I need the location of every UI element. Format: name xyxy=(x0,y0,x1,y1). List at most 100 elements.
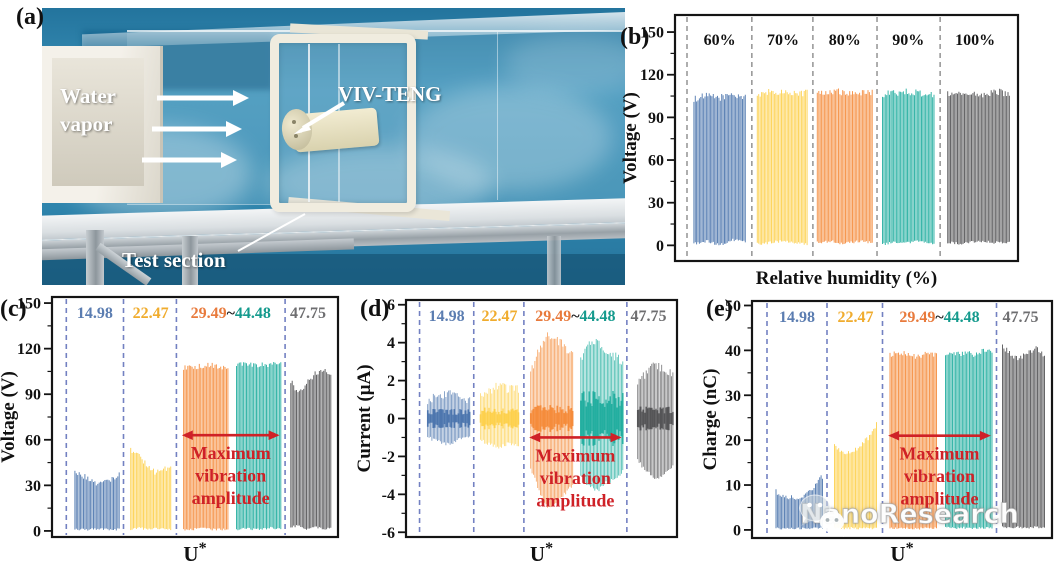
svg-text:60%: 60% xyxy=(704,32,736,49)
svg-text:2: 2 xyxy=(387,373,395,390)
svg-text:amplitude: amplitude xyxy=(192,488,270,508)
svg-text:vibration: vibration xyxy=(904,466,975,486)
panel-a-photo: Water vapor VIV-TENG Test section xyxy=(42,8,625,285)
flow-arrow-shaft xyxy=(157,95,233,101)
y-axis-label: Current (μA) xyxy=(356,364,375,472)
svg-text:4: 4 xyxy=(387,335,395,352)
svg-text:amplitude: amplitude xyxy=(536,490,614,510)
photo-annotation-arrows xyxy=(142,90,346,252)
svg-text:30: 30 xyxy=(25,478,41,495)
svg-text:47.75: 47.75 xyxy=(631,308,667,325)
y-axis-label: Voltage (V) xyxy=(0,371,19,463)
panel-a-label: (a) xyxy=(16,4,44,30)
flow-arrow-head xyxy=(233,90,249,106)
region-value-labels: 14.98 22.47 29.49~44.48 47.75 xyxy=(429,308,667,325)
region-value-labels: 14.98 22.47 29.49~44.48 47.75 xyxy=(779,309,1039,326)
viv-teng-arrow-shaft xyxy=(301,101,346,130)
svg-text:14.98: 14.98 xyxy=(779,309,815,326)
signal-bursts xyxy=(775,344,1045,530)
test-section-leader-line xyxy=(237,213,306,252)
cap-bolt xyxy=(292,120,296,124)
watermark: NanoResearch xyxy=(796,494,1019,537)
separator-lines xyxy=(766,303,998,536)
panel-letter: (c) xyxy=(0,296,27,322)
panel-letter: (d) xyxy=(360,296,389,322)
y-axis-ticks: 0 10 20 30 40 50 xyxy=(725,298,752,539)
x-axis-label: Relative humidity (%) xyxy=(756,268,938,289)
svg-text:30: 30 xyxy=(648,195,664,212)
svg-text:22.47: 22.47 xyxy=(481,308,517,325)
svg-text:22.47: 22.47 xyxy=(133,305,169,322)
svg-text:120: 120 xyxy=(17,341,41,358)
svg-text:0: 0 xyxy=(33,523,41,540)
svg-text:90: 90 xyxy=(25,387,41,404)
svg-text:20: 20 xyxy=(725,433,741,450)
svg-text:70%: 70% xyxy=(767,32,799,49)
water-vapor-label: Water vapor xyxy=(60,84,116,137)
svg-text:0: 0 xyxy=(733,522,741,539)
nozzle-opening xyxy=(52,58,144,186)
flow-arrow-head xyxy=(226,121,242,137)
svg-text:50: 50 xyxy=(725,298,741,315)
vapor-mist xyxy=(407,86,612,191)
svg-text:22.47: 22.47 xyxy=(838,309,874,326)
svg-text:Maximum: Maximum xyxy=(535,445,615,465)
svg-text:amplitude: amplitude xyxy=(900,489,978,509)
svg-text:40: 40 xyxy=(725,343,741,360)
svg-text:90%: 90% xyxy=(892,32,924,49)
svg-text:47.75: 47.75 xyxy=(290,305,326,322)
svg-text:80%: 80% xyxy=(829,32,861,49)
svg-text:14.98: 14.98 xyxy=(77,305,113,322)
svg-text:Maximum: Maximum xyxy=(900,444,980,464)
panel-letter: (e) xyxy=(706,296,733,322)
y-axis-ticks: 0 30 60 90 120 150 xyxy=(17,296,52,540)
svg-text:vibration: vibration xyxy=(540,468,611,488)
svg-text:29.49~44.48: 29.49~44.48 xyxy=(191,305,271,322)
signal-bursts xyxy=(693,88,1010,246)
separator-lines xyxy=(65,299,286,535)
table-leg xyxy=(182,236,198,285)
viv-teng-label: VIV-TENG xyxy=(338,82,442,106)
x-axis-label: U* xyxy=(530,540,553,566)
svg-text:10: 10 xyxy=(725,478,741,495)
svg-text:29.49~44.48: 29.49~44.48 xyxy=(899,309,979,326)
y-axis-label: Voltage (V) xyxy=(620,92,641,184)
svg-text:100%: 100% xyxy=(955,32,995,49)
y-axis-ticks: -6 -4 -2 0 2 4 6 xyxy=(382,297,406,542)
table-leg xyxy=(547,236,561,285)
svg-text:-2: -2 xyxy=(382,449,395,466)
panel-letter: (b) xyxy=(620,24,649,50)
chart-voltage-vs-humidity: 0 30 60 90 120 150 60% 70% 80% 90% 100% Relative hu… xyxy=(620,13,1020,289)
svg-text:14.98: 14.98 xyxy=(429,308,465,325)
svg-text:120: 120 xyxy=(640,67,664,84)
x-axis-label: U* xyxy=(890,540,913,566)
svg-text:vibration: vibration xyxy=(195,466,266,486)
chart-current-vs-ustar: -6 -4 -2 0 2 4 6 14.98 22.47 29.49~44.48 47.75 Maxi… xyxy=(356,296,679,566)
separator-lines xyxy=(686,17,941,259)
svg-text:47.75: 47.75 xyxy=(1003,309,1039,326)
svg-text:60: 60 xyxy=(25,432,41,449)
svg-text:60: 60 xyxy=(648,153,664,170)
svg-text:90: 90 xyxy=(648,110,664,127)
glass-seam xyxy=(497,32,498,200)
wechat-icon xyxy=(799,494,844,537)
separator-lines xyxy=(418,302,628,535)
y-axis-label: Charge (nC) xyxy=(700,369,721,471)
chart-voltage-vs-ustar: 0 30 60 90 120 150 14.98 22.47 29.49~44.48 47.75 M… xyxy=(0,296,340,566)
y-axis-ticks: 0 30 60 90 120 150 xyxy=(640,25,675,255)
vapor-mist xyxy=(504,34,625,94)
viv-teng-arrow-head xyxy=(294,123,311,134)
svg-text:6: 6 xyxy=(387,297,395,314)
svg-text:150: 150 xyxy=(640,25,664,42)
flow-arrow-shaft xyxy=(152,126,226,132)
svg-text:-6: -6 xyxy=(382,525,395,542)
svg-text:30: 30 xyxy=(725,388,741,405)
chart-charge-vs-ustar: 0 10 20 30 40 50 14.98 22.47 29.49~44.48 47.75 Max… xyxy=(700,296,1054,566)
cap-bolt xyxy=(294,134,298,138)
svg-text:-4: -4 xyxy=(382,487,395,504)
region-value-labels: 14.98 22.47 29.49~44.48 47.75 xyxy=(77,305,326,322)
